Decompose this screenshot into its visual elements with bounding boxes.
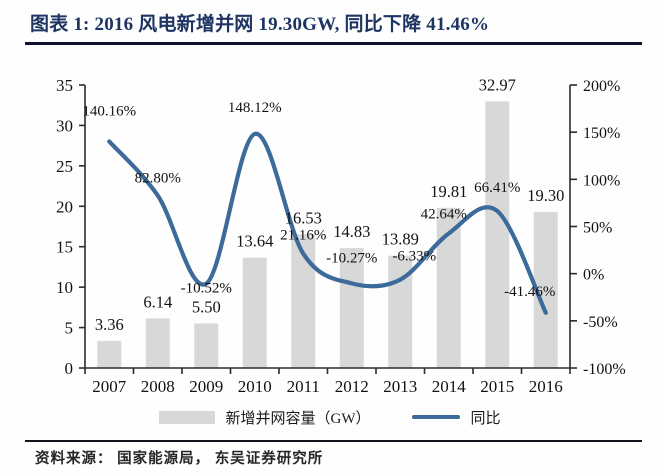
bar-value-label: 32.97 (479, 75, 516, 94)
yoy-value-label: 21.16% (280, 228, 326, 244)
legend-item-line: 同比 (412, 407, 501, 428)
x-axis-label: 2014 (432, 377, 467, 396)
chart-title: 图表 1: 2016 风电新增并网 19.30GW, 同比下降 41.46% (30, 14, 490, 35)
yoy-value-label: -41.46% (504, 284, 555, 300)
left-axis-label: 5 (65, 319, 74, 338)
bar-value-label: 3.36 (95, 315, 124, 334)
combo-chart: 0 5 10 15 20 25 30 35 -100% -50% 0% 50% 100% 150% 200%… (56, 75, 626, 396)
yoy-value-label: 82.80% (135, 171, 181, 187)
yoy-value-label: 42.64% (421, 206, 467, 222)
bar-2012 (339, 248, 364, 368)
yoy-line (107, 131, 548, 315)
right-axis-label: -100% (583, 361, 626, 378)
chart-legend: 新增并网容量（GW） 同比 (0, 404, 660, 430)
x-axis-label: 2008 (141, 377, 175, 396)
bar-value-label: 14.83 (333, 222, 370, 241)
x-axis-label: 2007 (92, 377, 127, 396)
legend-bars-label: 新增并网容量（GW） (225, 410, 371, 427)
bar-value-label: 5.50 (192, 298, 221, 317)
bar-2009 (194, 323, 219, 368)
bar-2010 (242, 257, 267, 368)
bar-swatch-icon (159, 410, 216, 424)
legend-item-bars: 新增并网容量（GW） (159, 407, 370, 428)
footer-divider (25, 440, 642, 442)
bar-value-label: 6.14 (143, 292, 172, 311)
yoy-value-label: -6.33% (392, 249, 436, 265)
right-axis-label: 150% (583, 125, 620, 142)
right-axis-label: 200% (583, 78, 620, 95)
left-axis-label: 25 (56, 157, 73, 176)
right-axis-label: -50% (583, 314, 618, 331)
left-axis-label: 30 (56, 116, 73, 135)
x-axis-label: 2013 (383, 377, 417, 396)
yoy-value-label: -10.52% (181, 281, 232, 297)
bar-value-label: 19.30 (527, 186, 564, 205)
x-axis-label: 2009 (189, 377, 223, 396)
line-swatch-icon (412, 415, 461, 419)
bar-value-label: 13.89 (382, 230, 419, 249)
left-axis-label: 35 (56, 76, 73, 95)
bar-2015 (485, 101, 510, 368)
bar-series (97, 101, 558, 368)
bar-2008 (145, 318, 170, 368)
x-axis-label: 2015 (480, 377, 514, 396)
left-axis-label: 10 (56, 278, 73, 297)
x-axis-label: 2010 (238, 377, 272, 396)
yoy-value-label: 140.16% (82, 103, 136, 119)
legend-line-label: 同比 (470, 410, 501, 427)
bar-value-label: 13.64 (236, 232, 273, 251)
yoy-value-label: -10.27% (326, 250, 377, 266)
yoy-value-label: 66.41% (474, 180, 520, 196)
yoy-value-label: 148.12% (228, 100, 282, 116)
source-note: 资料来源： 国家能源局， 东吴证券研究所 (35, 451, 324, 467)
x-axis-label: 2012 (335, 377, 369, 396)
left-axis-label: 20 (56, 197, 73, 216)
x-axis-label: 2011 (287, 377, 320, 396)
right-axis-label: 50% (583, 220, 612, 237)
left-axis-label: 15 (56, 238, 73, 257)
right-axis-label: 100% (583, 172, 620, 189)
title-divider (25, 42, 642, 45)
left-axis-label: 0 (65, 359, 74, 378)
bar-value-label: 16.53 (285, 208, 322, 227)
bar-value-label: 19.81 (430, 182, 467, 201)
x-axis-label: 2016 (529, 377, 563, 396)
bar-2007 (97, 340, 122, 368)
right-axis-label: 0% (583, 267, 604, 284)
